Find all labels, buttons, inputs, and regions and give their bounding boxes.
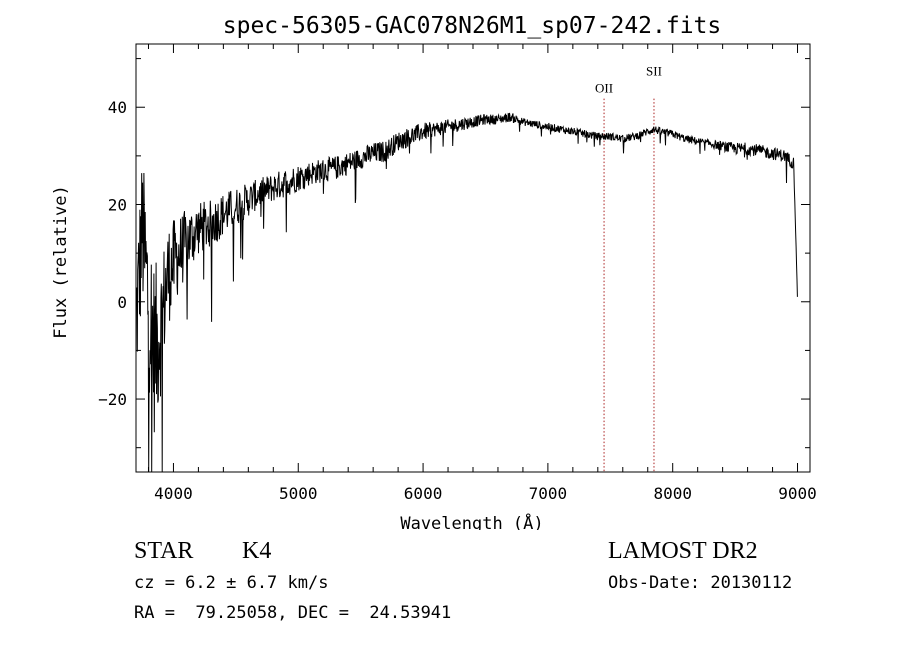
spectrum-line — [135, 112, 798, 473]
x-tick-label: 8000 — [653, 484, 692, 503]
object-class: STAR — [134, 538, 194, 564]
x-tick-label: 5000 — [279, 484, 318, 503]
line-annotation-label: OII — [595, 81, 613, 96]
y-tick-label: −20 — [98, 390, 127, 409]
y-tick-label: 20 — [108, 196, 127, 215]
redshift-value: cz = 6.2 ± 6.7 km/s — [134, 573, 329, 593]
axis-ticks — [136, 44, 810, 472]
x-tick-label: 4000 — [154, 484, 193, 503]
x-tick-label: 9000 — [778, 484, 817, 503]
survey-name: LAMOST DR2 — [608, 538, 758, 564]
axis-tick-labels: 4000 5000 6000 7000 8000 9000 −20 0 20 40 — [98, 98, 817, 503]
line-markers — [603, 98, 655, 472]
x-axis-label: Wavelength (Å) — [400, 512, 543, 530]
obs-date: Obs-Date: 20130112 — [608, 573, 793, 593]
coordinates: RA = 79.25058, DEC = 24.53941 — [134, 603, 452, 623]
x-tick-label: 6000 — [404, 484, 443, 503]
spectrum-chart: spec-56305-GAC078N26M1_sp07-242.fits 400… — [51, 13, 817, 530]
y-tick-label: 0 — [117, 293, 127, 312]
y-tick-label: 40 — [108, 98, 127, 117]
chart-title: spec-56305-GAC078N26M1_sp07-242.fits — [223, 13, 722, 39]
y-axis-label: Flux (relative) — [51, 185, 71, 339]
x-tick-label: 7000 — [529, 484, 568, 503]
plot-frame — [135, 43, 811, 473]
subclass: K4 — [242, 538, 272, 564]
line-annotations: OII SII — [595, 64, 662, 96]
line-annotation-label: SII — [646, 64, 662, 79]
